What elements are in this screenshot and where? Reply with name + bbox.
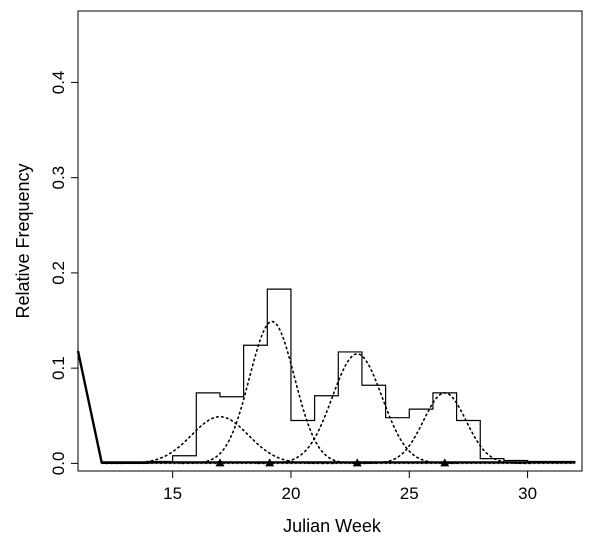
- mean-marker: [265, 458, 275, 467]
- y-tick-label: 0.0: [49, 452, 68, 476]
- mean-markers: [215, 458, 450, 467]
- x-tick-label: 30: [518, 484, 537, 503]
- component-curve: [181, 320, 363, 465]
- y-tick-label: 0.1: [49, 356, 68, 380]
- mean-marker: [215, 458, 225, 467]
- y-tick-label: 0.3: [49, 166, 68, 190]
- component-curve: [257, 353, 458, 465]
- x-tick-label: 20: [281, 484, 300, 503]
- histogram: [101, 288, 576, 464]
- y-axis-label: Relative Frequency: [13, 163, 33, 318]
- y-tick-label: 0.2: [49, 261, 68, 285]
- fitted-total: [76, 350, 575, 464]
- histogram-outline: [101, 288, 576, 464]
- x-axis-label: Julian Week: [283, 516, 382, 536]
- fitted-line: [76, 350, 575, 464]
- plot-frame: [77, 10, 583, 472]
- x-tick-label: 15: [163, 484, 182, 503]
- component-curve: [105, 415, 335, 465]
- y-tick-label: 0.4: [49, 71, 68, 95]
- y-axis: 0.0 0.1 0.2 0.3 0.4: [49, 71, 78, 476]
- x-tick-label: 25: [400, 484, 419, 503]
- mean-marker: [440, 458, 450, 467]
- x-axis: 15 20 25 30: [163, 471, 537, 503]
- mean-marker: [352, 458, 362, 467]
